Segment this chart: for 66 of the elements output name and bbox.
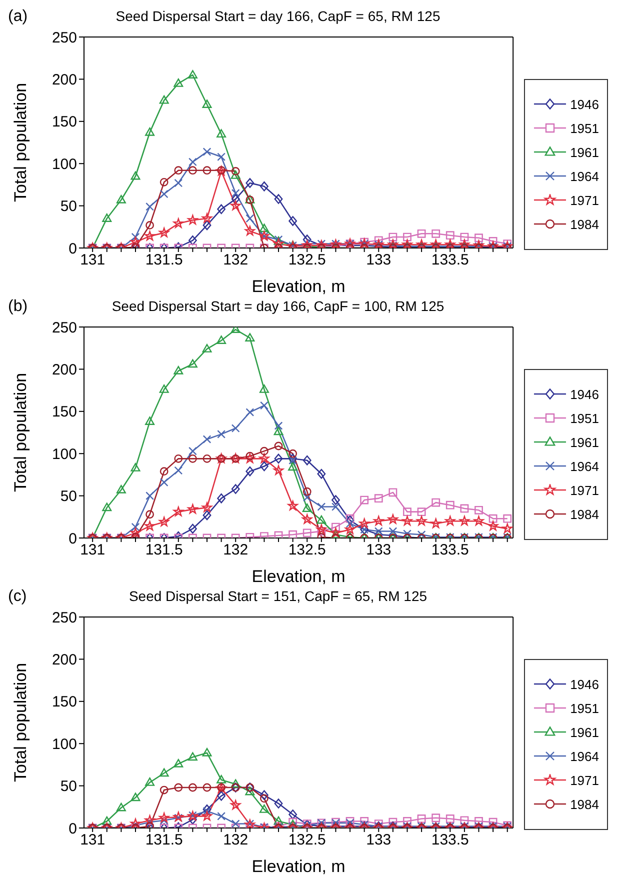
text: (a) — [8, 8, 28, 25]
legend-label: 1946 — [570, 386, 599, 402]
y-tick-label: 100 — [52, 736, 77, 753]
x-tick-label: 133.5 — [431, 832, 469, 849]
x-tick-label: 131.5 — [145, 252, 183, 269]
x-tick-label: 131 — [80, 252, 106, 269]
text: (b) — [8, 298, 28, 315]
y-tick-label: 250 — [52, 29, 77, 46]
text: (c) — [8, 588, 27, 605]
legend-label: 1951 — [570, 410, 599, 426]
legend-label: 1984 — [570, 216, 599, 232]
legend-label: 1971 — [570, 772, 599, 788]
y-tick-label: 150 — [52, 694, 77, 711]
chart-title: Seed Dispersal Start = day 166, CapF = 100, RM 125 — [110, 298, 446, 314]
chart-title: Seed Dispersal Start = 151, CapF = 65, RM 125 — [128, 588, 428, 604]
x-tick-label: 131.5 — [145, 832, 183, 849]
legend-label: 1964 — [570, 168, 599, 184]
y-axis-title: Total population — [11, 372, 30, 492]
legend-label: 1946 — [570, 96, 599, 112]
y-tick-label: 200 — [52, 72, 77, 89]
x-tick-label: 133 — [366, 832, 392, 849]
legend-label: 1964 — [570, 458, 599, 474]
y-tick-label: 100 — [52, 446, 77, 463]
legend-label: 1961 — [570, 434, 599, 450]
y-tick-label: 150 — [52, 404, 77, 421]
y-tick-label: 0 — [68, 240, 77, 258]
x-axis-title: Elevation, m — [252, 277, 346, 296]
legend-label: 1961 — [570, 724, 599, 740]
x-axis-title: Elevation, m — [252, 567, 346, 586]
y-tick-label: 200 — [52, 362, 77, 379]
y-tick-label: 50 — [60, 778, 77, 796]
y-axis-title: Total population — [11, 82, 30, 202]
legend-label: 1951 — [570, 700, 599, 716]
legend-label: 1971 — [570, 482, 599, 498]
legend-label: 1961 — [570, 144, 599, 160]
legend-label: 1971 — [570, 192, 599, 208]
y-tick-label: 50 — [60, 198, 77, 216]
legend-label: 1946 — [570, 676, 599, 692]
x-tick-label: 132.5 — [288, 542, 326, 559]
x-tick-label: 133.5 — [431, 542, 469, 559]
legend-label: 1984 — [570, 506, 599, 522]
y-tick-label: 250 — [52, 319, 77, 336]
x-tick-label: 133.5 — [431, 252, 469, 269]
y-tick-label: 200 — [52, 652, 77, 669]
x-axis-title: Elevation, m — [252, 857, 346, 876]
x-tick-label: 132 — [223, 832, 248, 849]
y-axis-title: Total population — [11, 662, 30, 782]
y-tick-label: 250 — [52, 609, 77, 626]
x-tick-label: 132.5 — [288, 252, 326, 269]
x-tick-label: 133 — [366, 542, 392, 559]
x-tick-label: 131.5 — [145, 542, 183, 559]
chart-title: Seed Dispersal Start = day 166, CapF = 65, RM 125 — [114, 8, 442, 24]
y-tick-label: 50 — [60, 488, 77, 506]
x-tick-label: 132 — [223, 542, 248, 559]
x-tick-label: 131 — [80, 832, 106, 849]
legend-label: 1951 — [570, 120, 599, 136]
y-tick-label: 0 — [68, 530, 77, 548]
legend-label: 1964 — [570, 748, 599, 764]
x-tick-label: 133 — [366, 252, 392, 269]
y-tick-label: 100 — [52, 156, 77, 173]
y-tick-label: 150 — [52, 114, 77, 131]
x-tick-label: 132.5 — [288, 832, 326, 849]
x-tick-label: 131 — [80, 542, 106, 559]
y-tick-label: 0 — [68, 820, 77, 838]
x-tick-label: 132 — [223, 252, 248, 269]
legend-label: 1984 — [570, 796, 599, 812]
